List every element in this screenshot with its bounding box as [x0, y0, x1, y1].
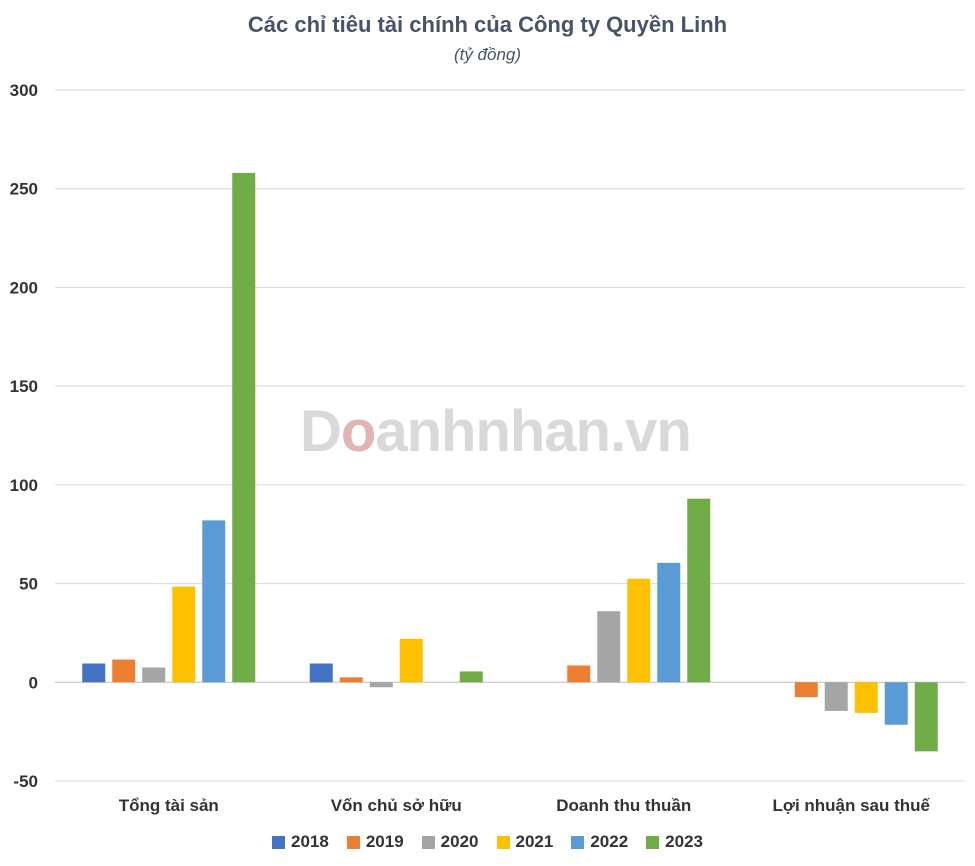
legend-swatch [646, 835, 660, 849]
bar-2018 [82, 663, 106, 683]
watermark-text-start: D [300, 399, 342, 464]
legend-item-2022: 2022 [571, 832, 628, 852]
bar-2021 [627, 578, 651, 683]
category-label: Vốn chủ sở hữu [331, 796, 462, 815]
chart-legend: 2018 2019 2020 2021 2022 2023 [0, 832, 975, 852]
legend-label: 2022 [590, 832, 629, 851]
legend-swatch [571, 835, 585, 849]
legend-item-2020: 2020 [421, 832, 479, 852]
bar-2020 [824, 682, 848, 711]
bar-2019 [567, 665, 591, 683]
legend-label: 2020 [440, 832, 479, 851]
bar-2023 [232, 172, 256, 683]
bar-2021 [399, 638, 423, 683]
bar-2019 [112, 659, 136, 683]
y-tick-label: 300 [10, 81, 38, 100]
legend-label: 2018 [291, 832, 329, 851]
bar-2020 [142, 667, 166, 683]
watermark-logo: Doanhnhan.vn [300, 398, 692, 465]
chart-title: Các chỉ tiêu tài chính của Công ty Quyền… [247, 12, 728, 37]
legend-label: 2023 [665, 832, 703, 851]
bar-2021 [854, 682, 878, 713]
y-tick-label: 50 [19, 575, 38, 594]
y-tick-label: 200 [10, 278, 38, 297]
bar-2022 [657, 562, 681, 683]
legend-label: 2021 [515, 832, 554, 851]
category-label: Lợi nhuận sau thuế [772, 796, 930, 815]
bar-2022 [884, 682, 908, 725]
chart-subtitle: (tỷ đồng) [453, 45, 522, 64]
legend-item-2023: 2023 [646, 832, 703, 852]
bar-2023 [459, 671, 483, 683]
bar-2018 [309, 663, 333, 683]
bar-2022 [202, 520, 226, 683]
y-tick-label: 150 [10, 377, 38, 396]
watermark-text-mark: o [340, 399, 376, 464]
legend-label: 2019 [365, 832, 404, 851]
y-tick-label: -50 [13, 772, 38, 791]
bar-2020 [369, 682, 393, 688]
category-label: Tổng tài sản [119, 796, 219, 815]
legend-item-2021: 2021 [496, 832, 554, 852]
legend-swatch [421, 835, 435, 849]
y-tick-label: 100 [10, 476, 38, 495]
bar-2019 [794, 682, 818, 698]
bar-2019 [339, 677, 363, 683]
category-label: Doanh thu thuần [556, 796, 691, 815]
y-tick-label: 250 [10, 180, 38, 199]
bar-2023 [687, 498, 711, 683]
legend-swatch [346, 835, 360, 849]
bar-2021 [172, 586, 196, 683]
legend-item-2019: 2019 [346, 832, 404, 852]
watermark-text-end: anhnhan.vn [375, 399, 691, 464]
bar-2020 [597, 611, 621, 683]
bar-2023 [914, 682, 938, 752]
legend-swatch [496, 835, 510, 849]
legend-item-2018: 2018 [272, 832, 329, 852]
y-tick-label: 0 [29, 673, 38, 692]
legend-swatch [272, 835, 286, 849]
